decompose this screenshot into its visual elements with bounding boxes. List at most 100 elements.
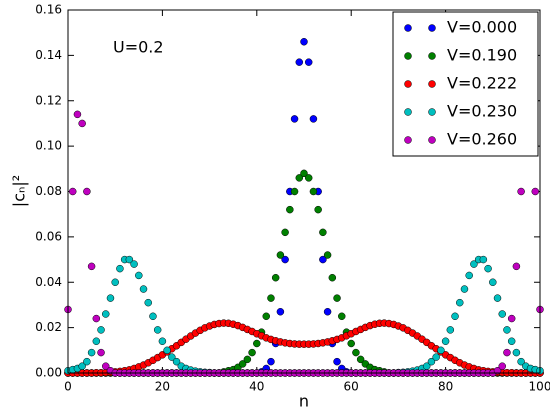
- point: [243, 355, 252, 364]
- point: [333, 357, 341, 366]
- point: [102, 362, 110, 370]
- y-axis-label: |cₙ|²: [10, 175, 29, 207]
- point: [130, 260, 138, 268]
- point: [97, 348, 105, 357]
- legend-label: V=0.190: [447, 46, 517, 65]
- point: [489, 278, 497, 286]
- legend-marker: [428, 24, 436, 32]
- point: [323, 251, 332, 259]
- point: [172, 357, 181, 366]
- legend-marker: [428, 52, 436, 60]
- legend-marker: [404, 52, 412, 60]
- x-tick-label: 20: [155, 380, 170, 394]
- point: [531, 187, 540, 196]
- legend-box: [392, 11, 539, 157]
- point: [73, 110, 82, 119]
- point: [295, 58, 304, 66]
- y-tick-label: 0.04: [35, 275, 62, 289]
- y-tick-label: 0.10: [35, 139, 62, 153]
- point: [163, 346, 171, 355]
- point: [437, 346, 445, 355]
- point: [479, 255, 488, 264]
- point: [319, 255, 327, 264]
- point: [158, 337, 167, 345]
- point: [503, 326, 511, 334]
- legend-marker: [404, 24, 412, 32]
- y-tick-label: 0.08: [35, 184, 62, 198]
- point: [267, 357, 275, 366]
- point: [498, 310, 506, 318]
- point: [87, 262, 96, 271]
- x-tick-label: 60: [344, 380, 359, 394]
- y-tick-label: 0.02: [35, 320, 62, 334]
- point: [503, 348, 511, 357]
- point: [111, 278, 119, 286]
- point: [427, 357, 436, 366]
- point: [83, 187, 91, 196]
- point: [253, 339, 261, 348]
- point: [135, 271, 143, 280]
- legend-marker: [428, 80, 436, 88]
- point: [456, 298, 464, 307]
- point: [125, 255, 134, 264]
- point: [276, 307, 285, 316]
- point: [309, 187, 318, 196]
- point: [102, 310, 110, 318]
- point: [290, 115, 299, 123]
- legend-marker: [404, 108, 412, 116]
- point: [267, 294, 275, 302]
- point: [106, 294, 115, 302]
- point: [319, 228, 327, 237]
- point: [149, 312, 157, 321]
- point: [498, 362, 506, 370]
- point: [323, 307, 332, 316]
- point: [295, 174, 304, 182]
- point: [517, 357, 525, 366]
- point: [271, 273, 280, 282]
- point: [92, 314, 101, 323]
- point: [144, 298, 152, 307]
- point: [470, 260, 478, 268]
- point: [446, 326, 455, 334]
- point: [507, 337, 516, 345]
- point: [512, 348, 521, 357]
- point: [286, 205, 294, 214]
- point: [304, 174, 313, 182]
- plot-frame: [67, 9, 541, 374]
- legend-label: V=0.260: [447, 130, 517, 149]
- point: [290, 187, 299, 196]
- point: [281, 228, 289, 237]
- point: [512, 262, 521, 271]
- y-tick-label: 0.06: [35, 229, 62, 243]
- point: [441, 337, 450, 345]
- point: [300, 38, 308, 46]
- y-tick-label: 0.16: [35, 3, 62, 17]
- point: [238, 360, 247, 368]
- y-tick-label: 0.00: [35, 366, 62, 380]
- legend-label: V=0.222: [447, 74, 517, 93]
- legend-marker: [404, 80, 412, 88]
- legend-label: V=0.230: [447, 102, 517, 121]
- point: [309, 115, 318, 123]
- point: [78, 119, 86, 128]
- point: [300, 169, 308, 178]
- annotation: U=0.2: [113, 38, 164, 57]
- point: [276, 251, 285, 259]
- point: [356, 355, 365, 364]
- point: [248, 348, 256, 357]
- point: [493, 366, 502, 375]
- point: [484, 264, 492, 273]
- point: [333, 294, 341, 302]
- point: [507, 314, 516, 323]
- point: [517, 187, 525, 196]
- point: [460, 285, 469, 293]
- y-tick-label: 0.12: [35, 93, 62, 107]
- point: [347, 339, 355, 348]
- point: [168, 353, 176, 361]
- point: [153, 326, 162, 334]
- point: [78, 362, 86, 370]
- x-axis-label: n: [299, 392, 309, 411]
- x-tick-label: 40: [249, 380, 264, 394]
- point: [338, 312, 346, 321]
- point: [97, 326, 105, 334]
